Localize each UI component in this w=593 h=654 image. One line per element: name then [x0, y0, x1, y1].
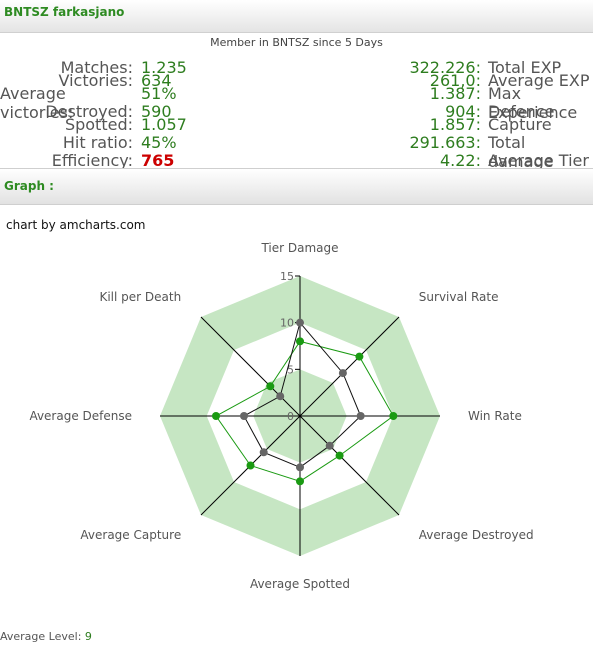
- radar-data-point: [266, 382, 275, 391]
- radar-data-point: [276, 392, 285, 401]
- radar-axis-label: Average Capture: [80, 528, 181, 542]
- stat-average-victories: Average victories: 51%: [0, 84, 177, 122]
- stat-destroyed: Destroyed: 590: [0, 102, 171, 121]
- radar-axis-label: Survival Rate: [419, 290, 499, 304]
- stat-label: Average victories:: [0, 84, 74, 122]
- stat-total-exp: 322.226: Total EXP: [0, 58, 593, 77]
- stat-label: Victories:: [58, 71, 134, 90]
- stat-label: Efficiency:: [51, 151, 133, 170]
- radar-tick-label: 10: [280, 317, 294, 330]
- stat-label: Defence: [488, 102, 555, 121]
- stat-max-experience: 1.387: Max Experience: [0, 84, 593, 122]
- stat-label: Max Experience: [488, 84, 578, 122]
- stat-value-efficiency: 765: [141, 151, 175, 170]
- stat-value: 1.235: [141, 58, 187, 77]
- radar-axis-label: Average Spotted: [250, 577, 350, 591]
- radar-grid: [160, 276, 440, 556]
- average-level-value: 9: [84, 630, 92, 643]
- stat-average-tier: 4.22: Average Tier: [0, 151, 593, 170]
- stat-value: 51%: [141, 84, 177, 103]
- member-since-text: Member in BNTSZ since 5 Days: [210, 36, 383, 49]
- stat-value: 1.857:: [429, 115, 481, 134]
- stat-average-exp: 261,0: Average EXP: [0, 71, 593, 90]
- radar-data-point: [335, 451, 344, 460]
- player-header: BNTSZ farkasjano: [0, 0, 593, 33]
- radar-tick-label: 0: [287, 410, 294, 423]
- radar-data-point: [246, 461, 255, 470]
- stat-value: 634: [141, 71, 172, 90]
- radar-axis-label: Win Rate: [468, 409, 522, 423]
- stat-spotted: Spotted: 1.057: [0, 115, 187, 134]
- stat-value: 261,0:: [429, 71, 481, 90]
- stat-value: 1.387:: [429, 84, 481, 103]
- radar-axis-label: Kill per Death: [99, 290, 181, 304]
- radar-data-point: [296, 318, 304, 327]
- radar-data-point: [296, 337, 304, 346]
- radar-axis-labels: Tier Damage Survival Rate Win Rate Average …: [29, 241, 533, 591]
- stat-value: 291.663:: [409, 133, 481, 152]
- radar-data-point: [296, 477, 304, 486]
- radar-axis-line: [299, 415, 400, 516]
- stat-value: 4.22:: [439, 151, 481, 170]
- graph-section-title: Graph :: [4, 179, 54, 193]
- radar-data-point: [296, 463, 304, 472]
- radar-chart: 0 5 10 15 Tier Damage Survival Rate Win Rate A…: [29, 241, 533, 591]
- radar-data-point: [212, 412, 220, 420]
- graph-section-header: Graph :: [0, 168, 593, 205]
- stat-label: Total EXP: [488, 58, 562, 77]
- radar-data-point: [325, 441, 334, 450]
- average-level: Average Level: 9: [0, 630, 92, 643]
- stat-capture: 1.857: Capture: [0, 115, 593, 134]
- player-title: BNTSZ farkasjano: [4, 5, 125, 19]
- radar-data-point: [338, 369, 347, 378]
- radar-data-point: [240, 412, 248, 420]
- radar-tick-label: 15: [280, 270, 294, 283]
- chart-credit-link[interactable]: chart by amcharts.com: [6, 218, 146, 232]
- radar-series: [212, 318, 398, 486]
- radar-axis-label: Average Destroyed: [419, 528, 534, 542]
- stat-label: Destroyed:: [45, 102, 133, 121]
- stat-value: 322.226:: [409, 58, 481, 77]
- stat-total-damage: 291.663: Total damage: [0, 133, 593, 171]
- radar-axis-label: Tier Damage: [260, 241, 338, 255]
- stat-efficiency: Efficiency: 765: [0, 151, 175, 170]
- stat-label: Matches:: [60, 58, 133, 77]
- stat-label: Average EXP: [488, 71, 590, 90]
- stat-label: Spotted:: [64, 115, 133, 134]
- radar-tick-label: 5: [287, 363, 294, 376]
- average-level-label: Average Level:: [0, 630, 82, 643]
- radar-axis-label: Average Defense: [29, 409, 132, 423]
- stat-label: Total damage: [488, 133, 554, 171]
- stat-label: Average Tier: [488, 151, 589, 170]
- stat-value: 904:: [445, 102, 481, 121]
- radar-axis-line: [200, 316, 301, 417]
- stat-matches: Matches: 1.235: [0, 58, 187, 77]
- radar-data-point: [356, 412, 365, 420]
- stat-label: Hit ratio:: [62, 133, 133, 152]
- stat-hit-ratio: Hit ratio: 45%: [0, 133, 177, 152]
- stat-value: 45%: [141, 133, 177, 152]
- stat-defence: 904: Defence: [0, 102, 593, 121]
- radar-axis-line: [299, 316, 400, 417]
- stat-victories: Victories: 634: [0, 71, 172, 90]
- stat-label: Capture: [488, 115, 552, 134]
- radar-ticks: 0 5 10 15: [280, 270, 300, 423]
- stat-value: 1.057: [141, 115, 187, 134]
- radar-data-point: [355, 352, 364, 361]
- radar-data-point: [389, 412, 398, 420]
- stat-value: 590: [141, 102, 172, 121]
- radar-data-point: [259, 448, 268, 457]
